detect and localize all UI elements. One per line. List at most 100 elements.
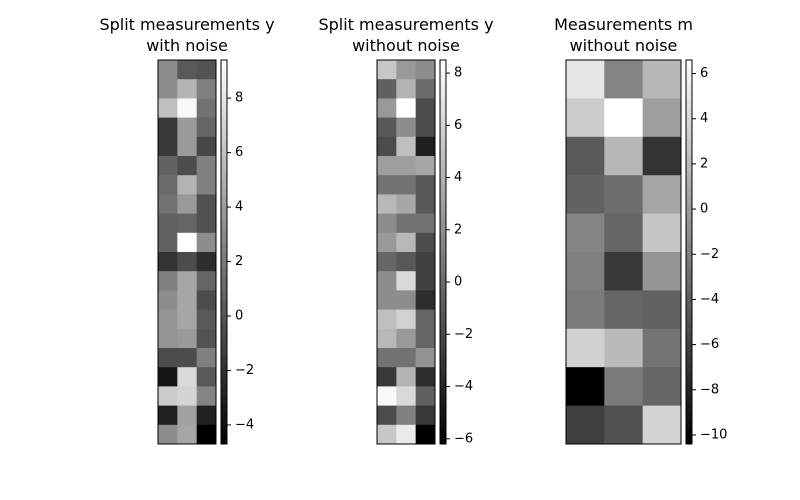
cell [196, 252, 217, 272]
chart-title: Measurements m without noise [554, 15, 693, 55]
cell [377, 367, 397, 387]
cell [604, 136, 644, 176]
cell [642, 367, 682, 407]
cell [177, 386, 198, 407]
colorbar-tick-label: 6 [235, 145, 243, 160]
cell [566, 136, 605, 176]
cell [396, 79, 417, 99]
cell [158, 98, 178, 119]
cell [158, 348, 178, 368]
cell [177, 60, 198, 80]
cell [196, 271, 217, 291]
cell [566, 290, 605, 330]
cell [415, 194, 436, 215]
cell [196, 175, 217, 195]
colorbar-tick-label: −6 [454, 431, 473, 446]
colorbar-tick-label: 0 [235, 309, 243, 324]
cell [566, 60, 605, 99]
colorbar-tick-label: −6 [700, 337, 719, 352]
cell [158, 405, 178, 426]
cell [377, 424, 397, 445]
cell [604, 405, 644, 445]
cell [177, 328, 198, 349]
cell [196, 117, 217, 138]
colorbar-tick-label: 6 [454, 118, 462, 133]
cell [177, 175, 198, 195]
cell [158, 386, 178, 407]
cell [196, 136, 217, 157]
chart-title: Split measurements y with noise [99, 15, 275, 55]
cell [642, 252, 682, 291]
cell [396, 367, 417, 387]
cell [177, 271, 198, 291]
cell [415, 98, 436, 119]
cell [396, 348, 417, 368]
cell [396, 328, 417, 349]
cell [158, 117, 178, 138]
cell [415, 328, 436, 349]
cell [396, 271, 417, 291]
cell [158, 194, 178, 215]
cell [396, 156, 417, 176]
cell [415, 386, 436, 407]
colorbar-tick-label: −2 [700, 247, 719, 262]
cell [415, 348, 436, 368]
cell [196, 98, 217, 119]
cell [415, 309, 436, 330]
cell [604, 252, 644, 291]
colorbar-tick-label: 2 [235, 254, 243, 269]
cell [377, 328, 397, 349]
cell [604, 328, 644, 368]
cell [158, 232, 178, 253]
cell [415, 252, 436, 272]
colorbar-tick-label: −10 [700, 427, 727, 442]
cell [177, 232, 198, 253]
cell [415, 175, 436, 195]
cell [177, 252, 198, 272]
cell [642, 98, 682, 138]
cell [415, 60, 436, 80]
cell [196, 213, 217, 234]
cell [396, 386, 417, 407]
cell [642, 405, 682, 445]
cell [177, 213, 198, 234]
colorbar-tick-label: 0 [700, 202, 708, 217]
cell [177, 405, 198, 426]
cell [415, 290, 436, 311]
heatmap-frame [565, 59, 682, 445]
cell [158, 271, 178, 291]
cell [377, 117, 397, 138]
colorbar-tick-label: −8 [700, 382, 719, 397]
cell [396, 60, 417, 80]
colorbar [220, 59, 228, 445]
cell [377, 60, 397, 80]
cell [396, 290, 417, 311]
cell [377, 309, 397, 330]
cell [158, 309, 178, 330]
cell [604, 290, 644, 330]
colorbar [685, 59, 693, 445]
cell [377, 98, 397, 119]
cell [377, 175, 397, 195]
heatmap-frame [157, 59, 217, 445]
cell [396, 252, 417, 272]
colorbar-tick-label: −4 [700, 292, 719, 307]
colorbar-tick-label: 8 [235, 91, 243, 106]
cell [642, 175, 682, 215]
cell [396, 405, 417, 426]
cell [177, 98, 198, 119]
cell [177, 367, 198, 387]
cell [415, 232, 436, 253]
cell [566, 175, 605, 215]
cell [177, 309, 198, 330]
cell [158, 328, 178, 349]
cell [604, 213, 644, 253]
cell [177, 348, 198, 368]
cell [377, 271, 397, 291]
cell [158, 424, 178, 445]
cell [177, 194, 198, 215]
cell [196, 386, 217, 407]
cell [158, 136, 178, 157]
cell [196, 424, 217, 445]
cell [377, 386, 397, 407]
